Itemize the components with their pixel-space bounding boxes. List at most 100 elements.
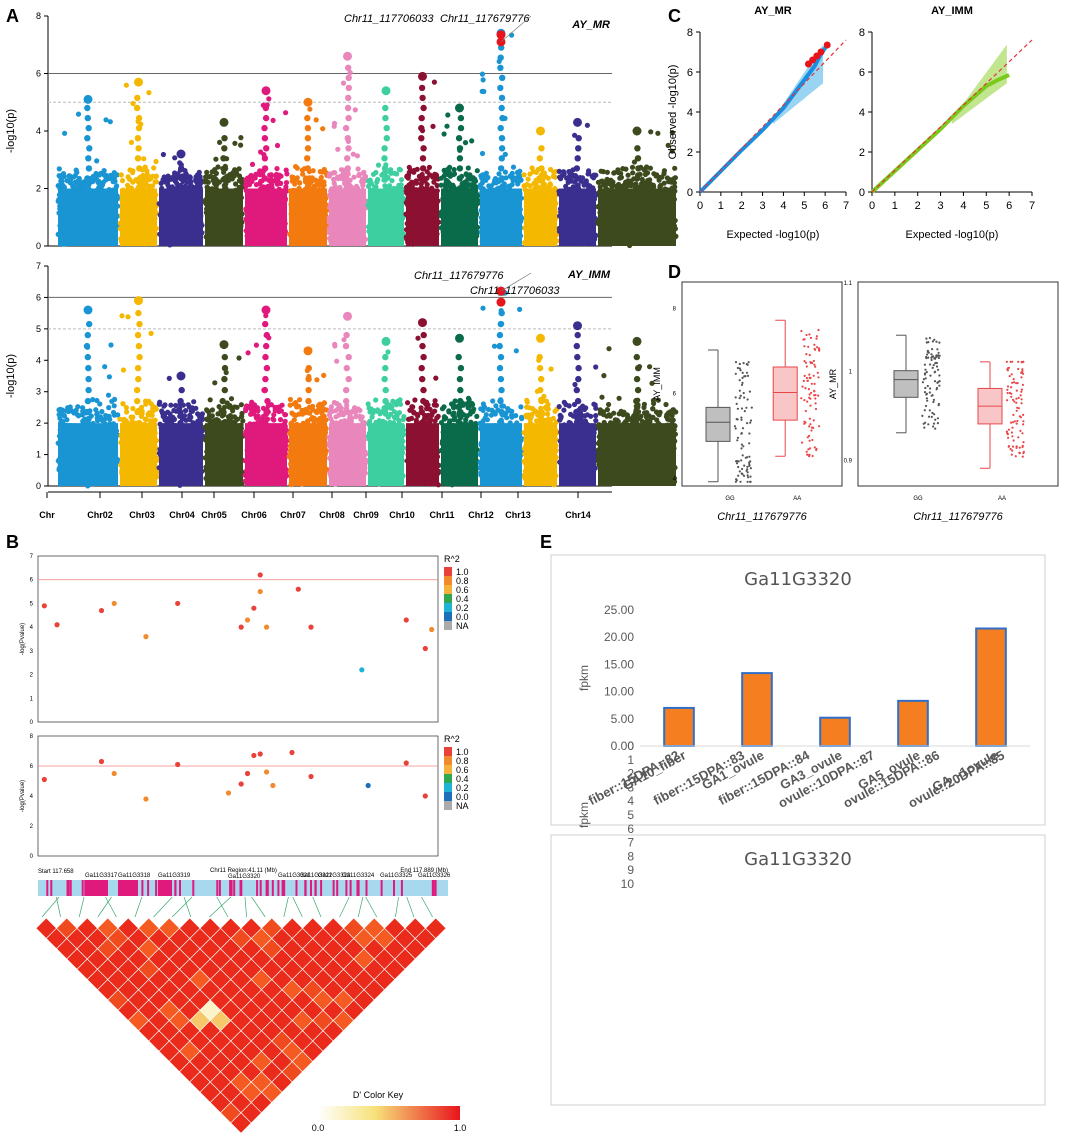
snp-point bbox=[431, 402, 437, 408]
snp-point bbox=[262, 375, 269, 383]
chrom-band bbox=[58, 423, 118, 486]
snp-point bbox=[630, 170, 636, 176]
snp-point bbox=[167, 411, 173, 417]
snp-point bbox=[331, 399, 337, 406]
snp-point bbox=[383, 185, 390, 192]
snp-point bbox=[228, 415, 234, 421]
snp-point bbox=[143, 167, 149, 173]
snp-point bbox=[58, 174, 64, 180]
snp-point bbox=[418, 124, 425, 132]
snp-point bbox=[165, 182, 171, 188]
snp-point bbox=[84, 135, 91, 142]
chrom-band bbox=[524, 188, 557, 246]
snp-point bbox=[383, 124, 390, 132]
snp-point bbox=[444, 123, 450, 129]
plot-title: AY_MR bbox=[571, 19, 610, 31]
snp-point bbox=[304, 165, 311, 172]
snp-point bbox=[345, 94, 352, 102]
snp-point bbox=[58, 409, 64, 416]
snp-point bbox=[442, 182, 448, 188]
snp-point bbox=[85, 124, 92, 132]
snp-point bbox=[216, 404, 222, 410]
snp-point bbox=[591, 175, 597, 181]
snp-point bbox=[178, 175, 185, 182]
snp-point bbox=[296, 180, 302, 186]
snp-point bbox=[177, 408, 184, 416]
snp-point bbox=[123, 82, 129, 88]
peak-point bbox=[343, 51, 352, 61]
snp-point bbox=[75, 404, 81, 410]
y-axis-title: -log10(p) bbox=[5, 109, 17, 153]
panel-label-a: A bbox=[6, 6, 19, 26]
snp-point bbox=[345, 74, 352, 82]
snp-point bbox=[656, 177, 662, 183]
snp-point bbox=[658, 182, 664, 188]
snp-point bbox=[321, 372, 327, 378]
snp-point bbox=[134, 364, 142, 372]
snp-point bbox=[189, 408, 195, 414]
snp-point bbox=[556, 168, 562, 174]
snp-point bbox=[253, 342, 259, 348]
snp-point bbox=[294, 165, 300, 171]
snp-point bbox=[183, 408, 189, 414]
snp-point bbox=[222, 185, 229, 192]
snp-point bbox=[456, 155, 464, 162]
snp-point bbox=[536, 155, 543, 162]
snp-point bbox=[221, 145, 228, 152]
y-tick-label: 0 bbox=[36, 241, 41, 251]
peak-point bbox=[219, 117, 229, 127]
snp-point bbox=[75, 111, 82, 117]
snp-point bbox=[574, 185, 582, 192]
snp-point bbox=[118, 172, 124, 178]
snp-point bbox=[125, 314, 131, 320]
snp-point bbox=[521, 172, 527, 178]
snp-point bbox=[305, 397, 312, 405]
snp-point bbox=[153, 179, 159, 185]
snp-point bbox=[382, 114, 389, 122]
snp-point bbox=[153, 406, 159, 412]
snp-point bbox=[581, 181, 587, 187]
snp-point bbox=[354, 153, 360, 159]
snp-point bbox=[174, 180, 180, 186]
panel-label-c: C bbox=[668, 6, 681, 26]
snp-point bbox=[381, 145, 388, 152]
snp-point bbox=[62, 130, 68, 136]
snp-point bbox=[249, 161, 256, 167]
snp-point bbox=[125, 174, 131, 180]
snp-point bbox=[134, 397, 141, 405]
chrom-band bbox=[289, 423, 327, 486]
snp-point bbox=[642, 171, 649, 178]
snp-point bbox=[148, 330, 154, 336]
snp-point bbox=[328, 404, 334, 410]
snp-point bbox=[187, 178, 193, 184]
snp-point bbox=[261, 175, 268, 182]
snp-point bbox=[525, 176, 531, 182]
snp-point bbox=[264, 397, 271, 405]
snp-point bbox=[245, 175, 251, 181]
snp-point bbox=[108, 342, 114, 348]
snp-point bbox=[498, 175, 506, 182]
snp-point bbox=[248, 411, 254, 417]
chrom-band bbox=[245, 423, 287, 486]
snp-point bbox=[262, 114, 270, 122]
chrom-band bbox=[559, 188, 596, 246]
snp-point bbox=[536, 175, 543, 182]
snp-point bbox=[135, 124, 143, 132]
snp-point bbox=[600, 169, 606, 175]
snp-point bbox=[344, 165, 351, 172]
snp-point bbox=[136, 175, 144, 182]
snp-point bbox=[102, 364, 108, 370]
snp-point bbox=[569, 178, 575, 184]
panel-label-d: D bbox=[668, 262, 681, 282]
snp-point bbox=[498, 145, 506, 152]
snp-point bbox=[336, 402, 342, 408]
snp-point bbox=[304, 145, 312, 152]
snp-point bbox=[199, 414, 205, 420]
snp-point bbox=[623, 166, 629, 172]
snp-point bbox=[405, 400, 411, 406]
snp-point bbox=[283, 110, 289, 116]
snp-point bbox=[263, 408, 270, 416]
snp-point bbox=[498, 135, 506, 142]
snp-point bbox=[221, 364, 229, 372]
snp-point bbox=[574, 155, 581, 162]
